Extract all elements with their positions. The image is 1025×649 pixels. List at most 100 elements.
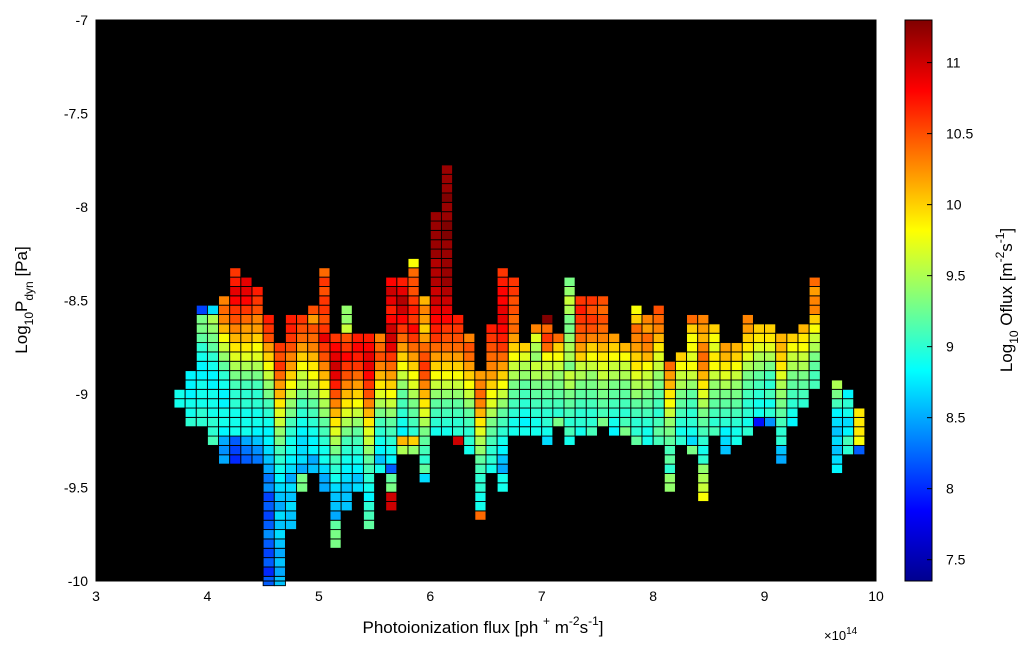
heatmap-cell bbox=[596, 370, 610, 381]
heatmap-cell bbox=[440, 388, 454, 400]
heatmap-cell bbox=[385, 454, 398, 465]
heatmap-cell bbox=[663, 463, 676, 474]
heatmap-cell bbox=[418, 407, 431, 418]
heatmap-cell bbox=[251, 332, 264, 344]
heatmap-cell bbox=[340, 323, 353, 334]
heatmap-cell bbox=[240, 314, 253, 325]
heatmap-cell bbox=[273, 473, 286, 484]
heatmap-cell bbox=[284, 463, 298, 474]
heatmap-cell bbox=[452, 416, 465, 428]
heatmap-cell bbox=[496, 286, 509, 297]
heatmap-cell bbox=[775, 342, 788, 353]
heatmap-cell bbox=[608, 360, 621, 372]
heatmap-cell bbox=[686, 370, 699, 381]
heatmap-cell bbox=[596, 304, 610, 315]
heatmap-cell bbox=[429, 426, 442, 437]
heatmap-cell bbox=[808, 370, 821, 381]
heatmap-cell bbox=[340, 426, 353, 437]
heatmap-cell bbox=[830, 463, 844, 474]
heatmap-cell bbox=[229, 444, 242, 456]
heatmap-cell bbox=[307, 388, 320, 400]
heatmap-cell bbox=[530, 323, 543, 334]
heatmap-cell bbox=[385, 491, 398, 502]
heatmap-cell bbox=[262, 426, 275, 437]
heatmap-cell bbox=[329, 463, 342, 474]
heatmap-cell bbox=[496, 482, 509, 493]
heatmap-cell bbox=[830, 444, 844, 456]
heatmap-cell bbox=[407, 332, 420, 344]
heatmap-cell bbox=[273, 351, 286, 362]
heatmap-cell bbox=[351, 388, 364, 400]
heatmap-cell bbox=[206, 332, 220, 344]
heatmap-cell bbox=[663, 473, 676, 484]
heatmap-cell bbox=[218, 435, 231, 446]
heatmap-cell bbox=[273, 360, 286, 372]
heatmap-cell bbox=[184, 407, 197, 418]
y-tick-label: -10 bbox=[68, 573, 88, 589]
heatmap-cell bbox=[240, 388, 253, 400]
heatmap-cell bbox=[507, 304, 520, 315]
heatmap-cell bbox=[229, 295, 242, 306]
heatmap-cell bbox=[830, 416, 844, 428]
heatmap-cell bbox=[463, 351, 476, 362]
heatmap-cell bbox=[362, 398, 376, 409]
heatmap-cell bbox=[284, 407, 298, 418]
heatmap-cell bbox=[273, 463, 286, 474]
heatmap-cell bbox=[429, 211, 442, 222]
heatmap-cell bbox=[307, 342, 320, 353]
y-tick-label: -8.5 bbox=[64, 293, 88, 309]
heatmap-cell bbox=[318, 370, 331, 381]
heatmap-cell bbox=[229, 435, 242, 446]
heatmap-cell bbox=[496, 314, 509, 325]
heatmap-cell bbox=[329, 370, 342, 381]
heatmap-cell bbox=[396, 435, 409, 446]
heatmap-cell bbox=[452, 323, 465, 334]
heatmap-cell bbox=[496, 342, 509, 353]
x-tick-label: 8 bbox=[649, 588, 657, 604]
y-tick-label: -9 bbox=[76, 386, 89, 402]
heatmap-cell bbox=[764, 407, 777, 418]
heatmap-cell bbox=[608, 398, 621, 409]
heatmap-cell bbox=[318, 444, 331, 456]
heatmap-cell bbox=[262, 491, 275, 502]
heatmap-cell bbox=[674, 388, 688, 400]
heatmap-cell bbox=[284, 360, 298, 372]
heatmap-cell bbox=[429, 398, 442, 409]
heatmap-cell bbox=[251, 454, 264, 465]
heatmap-cell bbox=[351, 444, 364, 456]
heatmap-cell bbox=[440, 370, 454, 381]
heatmap-cell bbox=[574, 351, 587, 362]
heatmap-cell bbox=[541, 351, 554, 362]
heatmap-cell bbox=[262, 510, 275, 521]
heatmap-cell bbox=[351, 454, 364, 465]
heatmap-cell bbox=[307, 444, 320, 456]
heatmap-cell bbox=[284, 314, 298, 325]
heatmap-cell bbox=[697, 435, 710, 446]
heatmap-cell bbox=[206, 435, 220, 446]
heatmap-cell bbox=[708, 398, 721, 409]
heatmap-cell bbox=[284, 473, 298, 484]
heatmap-cell bbox=[296, 379, 309, 390]
heatmap-cell bbox=[563, 398, 576, 409]
heatmap-cell bbox=[730, 435, 743, 446]
colorbar-tick-label: 11 bbox=[946, 55, 961, 71]
heatmap-cell bbox=[362, 463, 376, 474]
heatmap-cell bbox=[752, 388, 766, 400]
heatmap-cell bbox=[440, 426, 454, 437]
heatmap-cell bbox=[752, 323, 766, 334]
heatmap-cell bbox=[641, 388, 654, 400]
x-axis-label: Photoionization flux [ph + m-2s-1] bbox=[363, 614, 604, 637]
heatmap-cell bbox=[764, 323, 777, 334]
heatmap-cell bbox=[329, 529, 342, 540]
heatmap-cell bbox=[775, 398, 788, 409]
heatmap-cell bbox=[273, 370, 286, 381]
heatmap-cell bbox=[663, 370, 676, 381]
heatmap-cell bbox=[641, 360, 654, 372]
heatmap-cell bbox=[507, 407, 520, 418]
heatmap-cell bbox=[630, 304, 643, 315]
heatmap-cell bbox=[296, 370, 309, 381]
heatmap-cell bbox=[240, 295, 253, 306]
heatmap-cell bbox=[496, 379, 509, 390]
heatmap-cell bbox=[329, 398, 342, 409]
heatmap-cell bbox=[730, 426, 743, 437]
